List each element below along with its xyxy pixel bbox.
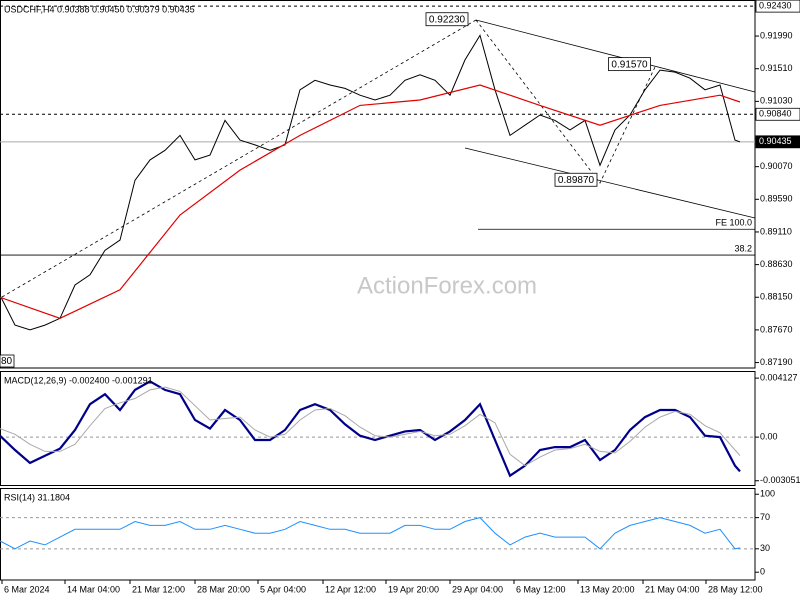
price-tag (755, 135, 800, 149)
series-line (0, 380, 741, 478)
annotation-box (608, 57, 651, 72)
x-tick-label: 19 Apr 20:00 (388, 584, 439, 594)
trendlines (1, 19, 756, 298)
level-label: 38.2 (734, 243, 752, 253)
series-line (0, 84, 741, 319)
y-tick-label: 0.004127 (760, 372, 798, 382)
annotation-box (425, 12, 469, 27)
series-line (0, 386, 741, 467)
y-tick-label: 100 (760, 489, 775, 499)
annotation-label: 0.92230 (429, 14, 466, 25)
x-tick-label: 6 Mar 2024 (4, 584, 50, 594)
y-tick-label: 0.91030 (760, 96, 793, 106)
macd-panel (0, 371, 756, 486)
y-tick-label: 0.89110 (760, 226, 792, 236)
y-tick-label: 0.88150 (760, 292, 793, 302)
x-tick-label: 13 May 20:00 (580, 584, 635, 594)
x-tick-label: 28 May 12:00 (708, 584, 763, 594)
x-tick-label: 21 Mar 12:00 (132, 584, 185, 594)
x-tick-label: 6 May 12:00 (516, 584, 566, 594)
watermark: ActionForex.com (357, 272, 537, 299)
x-tick-label: 21 May 04:00 (645, 584, 700, 594)
price-tag-label: 0.92430 (759, 0, 792, 10)
x-tick-label: 5 Apr 04:00 (260, 584, 306, 594)
series-line (0, 34, 741, 331)
y-tick-label: -0.003051 (760, 475, 800, 485)
y-tick-label: 0.87190 (760, 357, 793, 367)
x-tick-label: 12 Apr 12:00 (325, 584, 376, 594)
level-label: FE 100.0 (715, 218, 752, 228)
y-tick-label: 0.91990 (760, 30, 793, 40)
panel-title: USDCHF,H4 0.90388 0.90450 0.90379 0.9043… (4, 4, 195, 14)
y-tick-label: 0 (760, 567, 765, 577)
y-tick-label: 0.00 (760, 432, 778, 442)
price-tag-label: 0.90435 (759, 136, 792, 146)
y-tick-label: 0.87670 (760, 324, 793, 334)
rsi-panel (0, 488, 756, 581)
series-line (0, 517, 741, 550)
panel-title: RSI(14) 31.1804 (4, 492, 70, 502)
y-tick-label: 0.91510 (760, 63, 793, 73)
x-tick-label: 28 Mar 20:00 (197, 584, 250, 594)
panel-title: MACD(12,26,9) -0.002400 -0.001291 (4, 375, 153, 385)
annotation-label: 0.89870 (558, 175, 595, 186)
x-tick-label: 29 Apr 04:00 (452, 584, 503, 594)
y-tick-label: 0.89590 (760, 194, 793, 204)
price-tag (755, 0, 800, 13)
y-tick-label: 0.88630 (760, 259, 793, 269)
edge-label: 80 (1, 356, 13, 367)
annotation-box (554, 172, 598, 187)
y-tick-label: 70 (760, 512, 770, 522)
y-tick-label: 0.90070 (760, 161, 793, 171)
edge-box (0, 354, 15, 368)
y-tick-label: 30 (760, 543, 770, 553)
price-tag (755, 107, 800, 121)
x-tick-label: 14 Mar 04:00 (67, 584, 120, 594)
price-tag-label: 0.90840 (759, 109, 792, 119)
annotation-label: 0.91570 (611, 59, 648, 70)
price-panel (0, 0, 756, 369)
